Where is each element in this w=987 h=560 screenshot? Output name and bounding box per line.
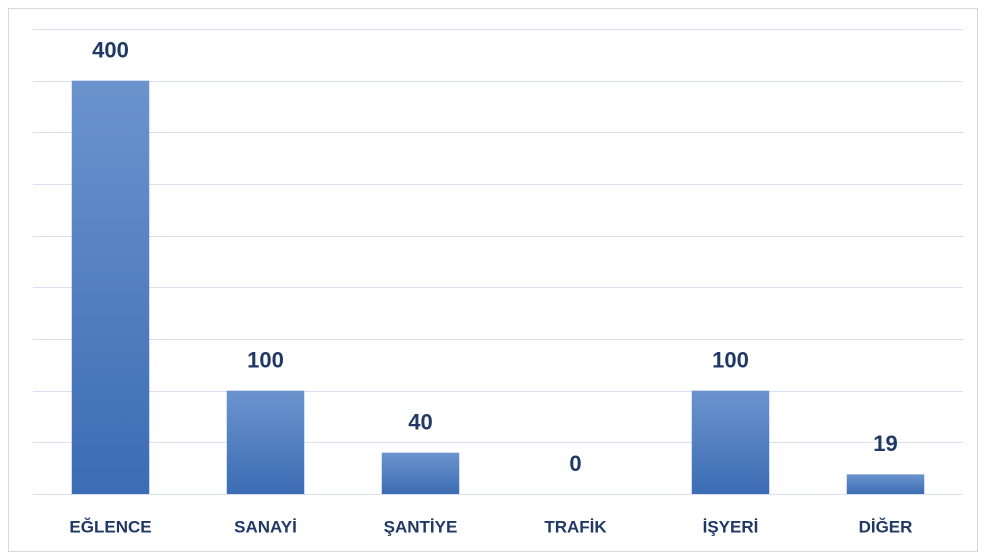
x-tick-label: SANAYİ: [234, 517, 297, 536]
x-tick-label: DİĞER: [859, 517, 913, 536]
x-tick-label: EĞLENCE: [69, 517, 151, 536]
bar: [381, 452, 460, 494]
x-tick-label: ŞANTİYE: [384, 517, 458, 536]
data-label: 400: [92, 37, 129, 62]
x-tick-label: İŞYERİ: [703, 517, 759, 536]
data-label: 100: [247, 347, 284, 372]
x-tick-label: TRAFİK: [544, 517, 607, 536]
bar: [846, 474, 925, 494]
data-label: 0: [569, 451, 581, 476]
chart-border: [8, 8, 978, 552]
bar: [71, 80, 150, 495]
data-label: 40: [408, 409, 432, 434]
bar: [226, 390, 305, 494]
data-label: 19: [873, 431, 897, 456]
data-label: 100: [712, 347, 749, 372]
bar: [691, 390, 770, 494]
